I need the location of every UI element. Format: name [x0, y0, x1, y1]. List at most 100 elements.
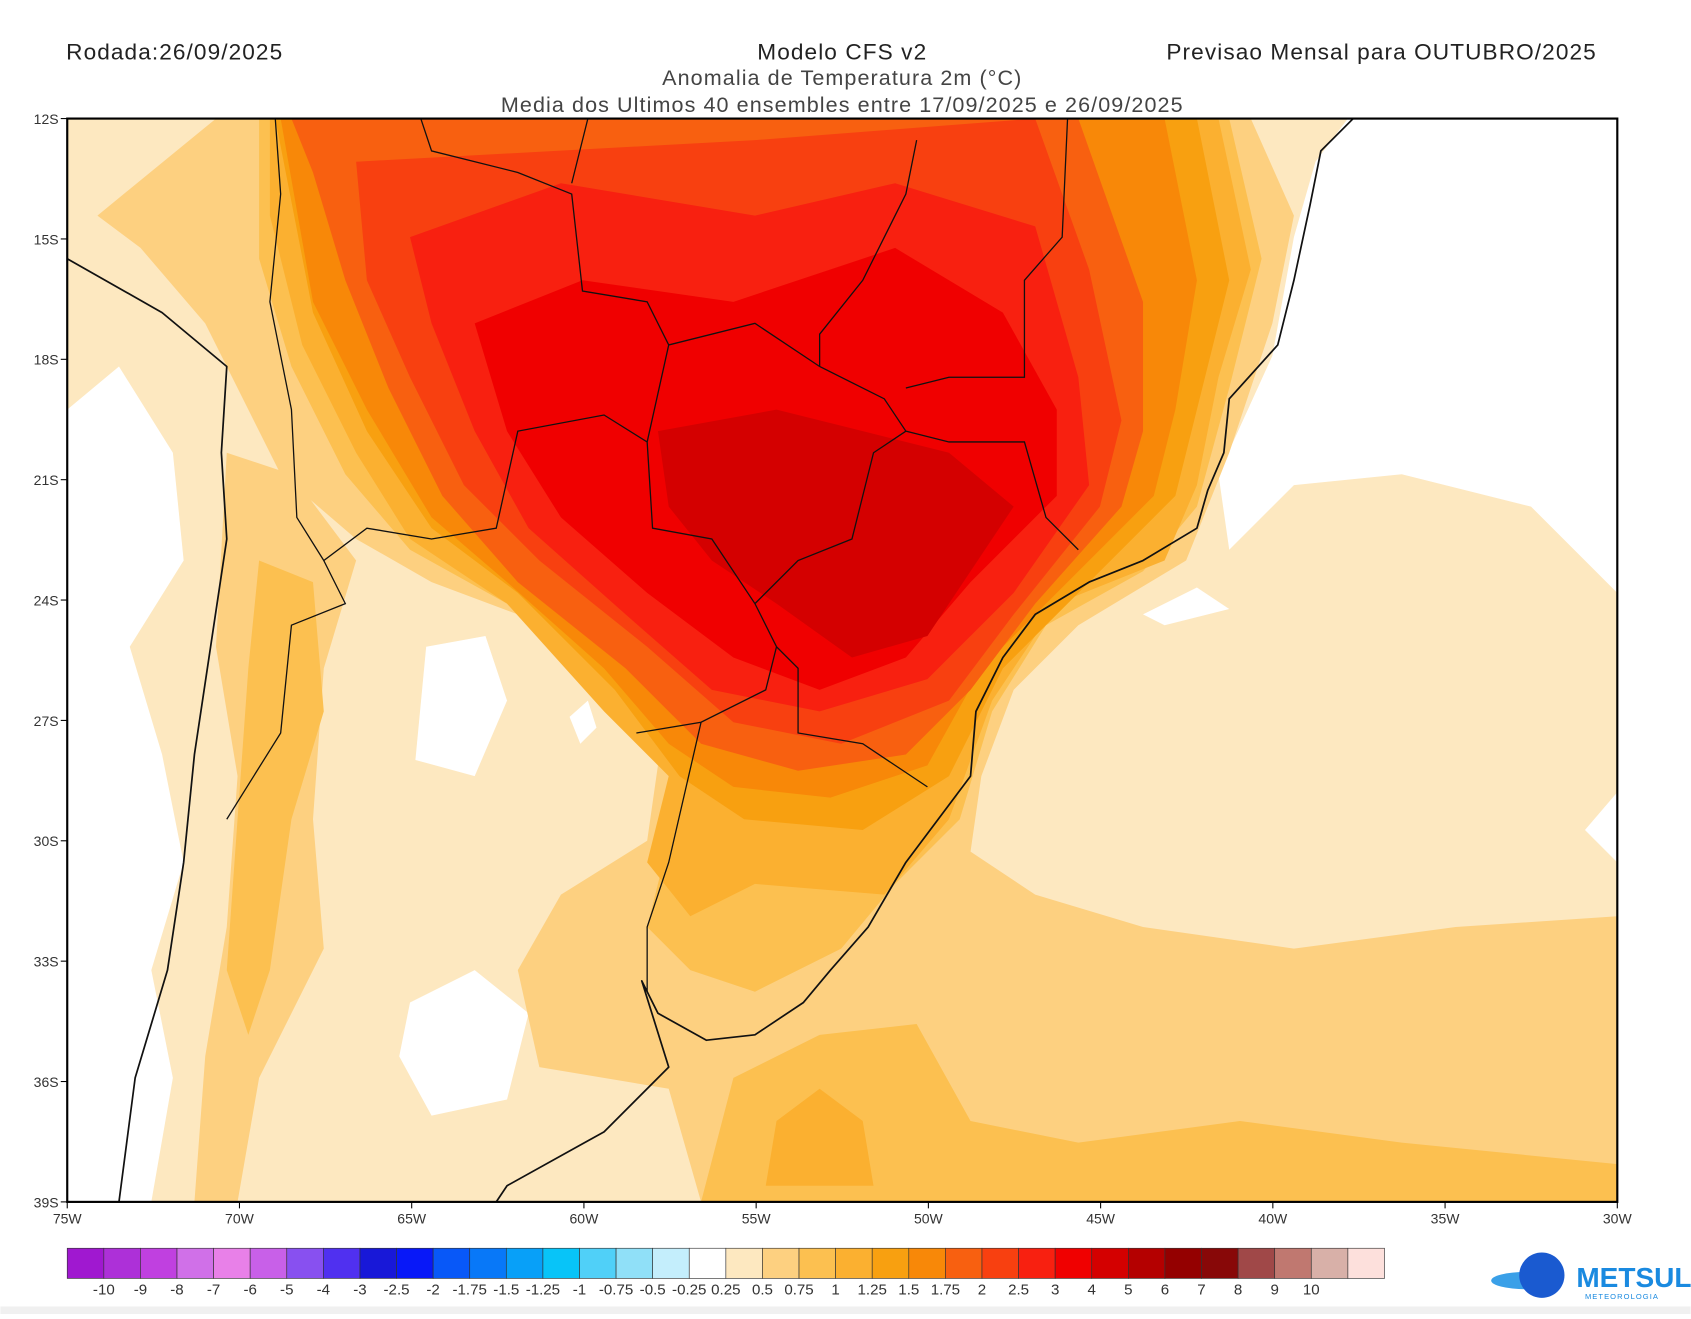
- contour-0-patch: [1143, 587, 1230, 626]
- colorbar-label: 1.75: [931, 1282, 960, 1299]
- contour-0.75-andes: [226, 560, 324, 1035]
- colorbar-swatch: [1091, 1247, 1129, 1279]
- lon-label: 35W: [1431, 1210, 1461, 1226]
- colorbar-swatch: [286, 1247, 324, 1279]
- colorbar-label: -2: [426, 1282, 439, 1299]
- colorbar-swatch: [1018, 1247, 1056, 1279]
- colorbar-swatch: [396, 1247, 434, 1279]
- colorbar-label: -1.25: [526, 1282, 560, 1299]
- lat-label: 36S: [34, 1074, 59, 1090]
- colorbar-label: 2: [978, 1282, 986, 1299]
- lat-label: 18S: [34, 352, 59, 368]
- colorbar-label: 0.75: [784, 1282, 813, 1299]
- bottom-strip: [0, 1306, 1691, 1314]
- colorbar-label: 4: [1088, 1282, 1096, 1299]
- colorbar-label: -0.25: [672, 1282, 706, 1299]
- lon-label: 55W: [742, 1210, 772, 1226]
- colorbar-swatch: [1128, 1247, 1166, 1279]
- colorbar-swatch: [469, 1247, 507, 1279]
- logo-name: METSUL: [1576, 1262, 1691, 1293]
- lat-label: 24S: [34, 592, 59, 608]
- lon-label: 65W: [397, 1210, 427, 1226]
- lat-label: 39S: [34, 1194, 59, 1210]
- colorbar-swatch: [1274, 1247, 1312, 1279]
- contour-0.75-south: [701, 1024, 1618, 1202]
- colorbar-swatch: [725, 1247, 763, 1279]
- country-borders: [226, 118, 1079, 992]
- map-frame: [66, 117, 1619, 1203]
- colorbar-label: -6: [243, 1282, 256, 1299]
- colorbar-label: -1.5: [493, 1282, 519, 1299]
- colorbar-swatch: [1237, 1247, 1276, 1279]
- colorbar-swatch: [1310, 1247, 1349, 1279]
- lon-label: 60W: [570, 1210, 600, 1226]
- lat-label: 27S: [34, 713, 59, 729]
- colorbar-swatch: [579, 1247, 617, 1279]
- colorbar-label: 6: [1161, 1282, 1169, 1299]
- colorbar-swatch: [542, 1247, 580, 1279]
- colorbar-swatch: [359, 1247, 397, 1279]
- lon-label: 50W: [914, 1210, 944, 1226]
- colorbar-swatch: [981, 1247, 1019, 1279]
- forecast-title: Previsao Mensal para OUTUBRO/2025: [1166, 39, 1596, 64]
- colorbar-swatch: [835, 1247, 873, 1279]
- lon-label: 45W: [1086, 1210, 1116, 1226]
- lat-label: 33S: [34, 954, 59, 970]
- colorbar-label: 1: [831, 1282, 839, 1299]
- colorbar-label: 7: [1197, 1282, 1205, 1299]
- longitude-axis: 75W 70W 65W 60W 55W 50W 45W 40W 35W 30W: [53, 1201, 1632, 1226]
- colorbar-label: 1.25: [858, 1282, 887, 1299]
- contour-0-pacific: [67, 366, 184, 1202]
- colorbar-swatch: [1054, 1247, 1093, 1279]
- west-coastline: [67, 257, 228, 1202]
- contour-1-south: [765, 1088, 874, 1186]
- contour-4: [657, 409, 1014, 658]
- ensemble-subtitle: Media dos Ultimos 40 ensembles entre 17/…: [501, 92, 1184, 117]
- east-coastline: [495, 118, 1354, 1202]
- colorbar-legend: -10 -9 -8 -7 -6 -5 -4 -3 -2.5 -2 -1.75 -1.5 -1.25 -1-…: [66, 1247, 1385, 1299]
- contour-0-patch: [1584, 792, 1618, 863]
- colorbar-label: 3: [1051, 1282, 1059, 1299]
- colorbar-label: 2.5: [1008, 1282, 1029, 1299]
- colorbar-swatch: [103, 1247, 141, 1279]
- model-title: Modelo CFS v2: [757, 39, 927, 64]
- colorbar-swatch: [505, 1247, 544, 1279]
- colorbar-swatch: [66, 1247, 105, 1279]
- colorbar-label: -3: [353, 1282, 366, 1299]
- colorbar-swatch: [323, 1247, 361, 1279]
- anomaly-map: [67, 118, 1618, 1202]
- colorbar-label: -7: [207, 1282, 220, 1299]
- colorbar-label: 8: [1234, 1282, 1242, 1299]
- colorbar-swatch: [1347, 1247, 1385, 1279]
- lat-label: 30S: [34, 833, 59, 849]
- variable-subtitle: Anomalia de Temperatura 2m (°C): [662, 65, 1022, 90]
- lon-label: 70W: [225, 1210, 255, 1226]
- metsul-logo: METSUL METEOROLOGIA: [1491, 1252, 1691, 1301]
- contour-0-patch: [399, 970, 529, 1116]
- colorbar-label: -4: [317, 1282, 330, 1299]
- lat-label: 21S: [34, 472, 59, 488]
- colorbar-swatch: [615, 1247, 653, 1279]
- colorbar-swatch: [213, 1247, 251, 1279]
- latitude-axis: 12S 15S 18S 21S 24S 27S 30S 33S 36S 39S: [34, 111, 68, 1210]
- colorbar-label: -9: [134, 1282, 147, 1299]
- lon-label: 40W: [1258, 1210, 1288, 1226]
- colorbar-swatch: [762, 1247, 800, 1279]
- colorbar-swatch: [1201, 1247, 1239, 1279]
- lon-label: 75W: [53, 1210, 83, 1226]
- colorbar-swatch: [908, 1247, 946, 1279]
- colorbar-label: -0.5: [640, 1282, 666, 1299]
- colorbar-swatch: [432, 1247, 471, 1279]
- colorbar-label: -1.75: [453, 1282, 487, 1299]
- lat-label: 12S: [34, 111, 59, 127]
- run-date: Rodada:26/09/2025: [66, 39, 283, 64]
- colorbar-label: 1.5: [898, 1282, 919, 1299]
- lat-label: 15S: [34, 231, 59, 247]
- colorbar-label: 10: [1303, 1282, 1320, 1299]
- colorbar-label: 0.5: [752, 1282, 773, 1299]
- contour-0-patch: [569, 700, 597, 744]
- colorbar-label: 0.25: [711, 1282, 740, 1299]
- logo-tagline: METEOROLOGIA: [1585, 1292, 1659, 1301]
- colorbar-swatch: [688, 1247, 727, 1279]
